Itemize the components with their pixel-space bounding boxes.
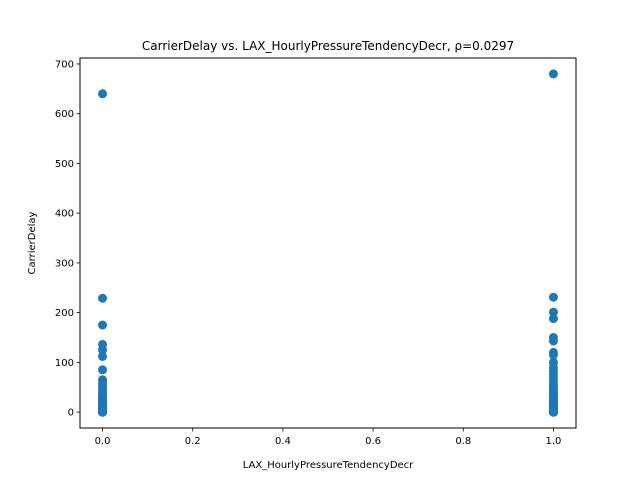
y-tick-label: 500 (55, 159, 74, 170)
x-tick-label: 0.6 (365, 436, 381, 447)
data-point (548, 314, 558, 324)
data-point (98, 365, 108, 375)
data-points (98, 69, 558, 417)
y-tick-label: 300 (55, 258, 74, 269)
x-axis-ticks: 0.0 0.2 0.4 0.6 0.8 1.0 (95, 428, 562, 447)
data-point (98, 89, 108, 99)
data-point (548, 350, 558, 360)
data-point (548, 69, 558, 79)
data-point (548, 336, 558, 346)
x-tick-label: 0.8 (455, 436, 471, 447)
x-tick-label: 0.4 (275, 436, 291, 447)
y-axis-ticks: 0 100 200 300 400 500 600 700 (55, 59, 80, 419)
y-axis-label: CarrierDelay (27, 211, 38, 274)
x-tick-label: 0.0 (95, 436, 111, 447)
y-tick-label: 400 (55, 209, 74, 220)
x-axis-label: LAX_HourlyPressureTendencyDecr (243, 460, 414, 471)
data-point (98, 320, 108, 330)
x-tick-label: 1.0 (546, 436, 562, 447)
data-point (98, 345, 108, 355)
plot-area-frame (79, 57, 577, 429)
y-tick-label: 100 (55, 358, 74, 369)
data-point (548, 292, 558, 302)
x-tick-label: 0.2 (185, 436, 201, 447)
y-tick-label: 0 (68, 408, 74, 419)
data-point (98, 293, 108, 303)
y-tick-label: 700 (55, 59, 74, 70)
y-tick-label: 600 (55, 109, 74, 120)
data-point (98, 407, 108, 417)
data-point (548, 307, 558, 317)
y-tick-label: 200 (55, 308, 74, 319)
chart-title: CarrierDelay vs. LAX_HourlyPressureTende… (142, 39, 514, 53)
data-point (548, 407, 558, 417)
data-point (98, 351, 108, 361)
